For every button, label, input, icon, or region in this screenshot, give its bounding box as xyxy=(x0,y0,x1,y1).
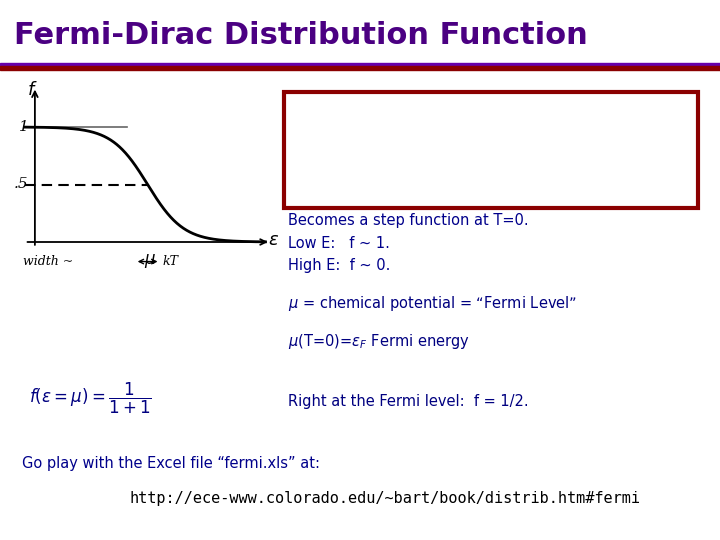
Text: Go play with the Excel file “fermi.xls” at:: Go play with the Excel file “fermi.xls” … xyxy=(22,456,320,471)
Text: $\mu$ = chemical potential = “Fermi Level”: $\mu$ = chemical potential = “Fermi Leve… xyxy=(288,294,577,313)
Text: width ~: width ~ xyxy=(23,255,73,268)
Text: $f(\varepsilon = \mu) = \dfrac{1}{1+1}$: $f(\varepsilon = \mu) = \dfrac{1}{1+1}$ xyxy=(29,381,152,416)
Text: $\varepsilon$: $\varepsilon$ xyxy=(268,231,279,249)
Bar xyxy=(0,66,720,70)
Bar xyxy=(0,63,720,66)
Text: 1: 1 xyxy=(19,120,29,134)
Text: kT: kT xyxy=(163,255,179,268)
Text: Becomes a step function at T=0.
Low E:   f ~ 1.
High E:  f ~ 0.: Becomes a step function at T=0. Low E: f… xyxy=(288,213,528,273)
Text: http://ece-www.colorado.edu/~bart/book/distrib.htm#fermi: http://ece-www.colorado.edu/~bart/book/d… xyxy=(130,491,641,507)
Text: $\mu$: $\mu$ xyxy=(144,252,156,271)
Text: $f$: $f$ xyxy=(27,81,37,99)
Text: Fermi-Dirac Distribution Function: Fermi-Dirac Distribution Function xyxy=(14,21,588,50)
Text: Right at the Fermi level:  f = 1/2.: Right at the Fermi level: f = 1/2. xyxy=(288,394,528,409)
Text: $\mu$(T=0)=$\varepsilon$$_F$ Fermi energy: $\mu$(T=0)=$\varepsilon$$_F$ Fermi energ… xyxy=(288,332,470,351)
Text: .5: .5 xyxy=(14,178,29,192)
Bar xyxy=(284,92,698,208)
